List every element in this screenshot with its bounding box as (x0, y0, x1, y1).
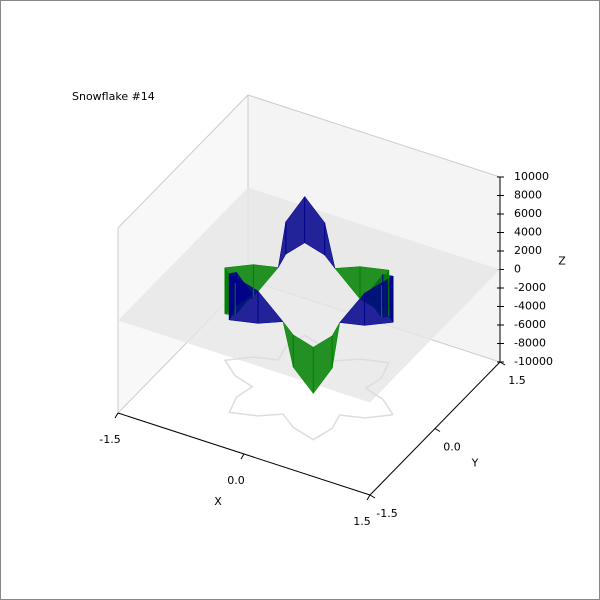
z-tick-label: -6000 (514, 318, 546, 331)
z-tick-label: -8000 (514, 337, 546, 350)
chart-title: Snowflake #14 (72, 90, 155, 103)
x-axis-label: X (214, 495, 222, 508)
z-tick-label: 4000 (514, 226, 542, 239)
z-tick-label: -2000 (514, 281, 546, 294)
x-tick (366, 494, 371, 501)
y-tick (369, 494, 376, 499)
z-tick-label: 10000 (514, 170, 549, 183)
z-tick-label: 8000 (514, 189, 542, 202)
z-tick-label: 2000 (514, 244, 542, 257)
z-tick-label: -10000 (514, 355, 553, 368)
z-tick-label: 0 (514, 263, 521, 276)
x-tick (240, 453, 245, 460)
z-axis-label: Z (558, 255, 566, 268)
y-tick (434, 428, 441, 432)
y-tick-label: -1.5 (376, 507, 397, 520)
x-tick (114, 412, 119, 419)
y-tick-label: 1.5 (508, 374, 526, 387)
y-axis-label: Y (471, 457, 479, 470)
x-tick-label: 0.0 (227, 474, 245, 487)
x-tick-label: 1.5 (353, 515, 371, 528)
z-tick-label: -4000 (514, 300, 546, 313)
z-tick-label: 6000 (514, 207, 542, 220)
y-tick-label: 0.0 (443, 441, 461, 454)
box-edge (117, 94, 249, 229)
box-edge (247, 94, 501, 178)
zero-plane (118, 187, 500, 403)
floor-contour (223, 334, 394, 441)
x-tick-label: -1.5 (99, 433, 120, 446)
